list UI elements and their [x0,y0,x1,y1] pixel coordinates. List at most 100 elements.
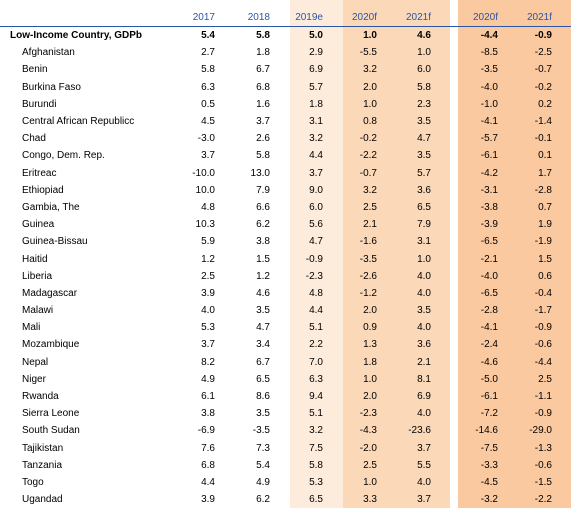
value-cell: 4.6 [220,285,290,302]
value-cell: -4.0 [458,268,520,285]
value-cell: 3.5 [396,113,450,130]
value-cell: 6.0 [290,199,343,216]
value-cell: 2.6 [220,130,290,147]
value-cell: 6.6 [220,199,290,216]
value-cell: 3.9 [170,285,220,302]
value-cell: 7.9 [220,182,290,199]
value-cell: 2.1 [396,354,450,371]
value-cell: 5.6 [290,216,343,233]
row-label: Madagascar [0,285,170,302]
value-cell: 4.4 [170,474,220,491]
value-cell: -5.5 [343,44,396,61]
value-cell: 0.2 [520,96,571,113]
row-label: Tanzania [0,457,170,474]
value-cell: -1.6 [343,233,396,250]
value-cell: 3.7 [290,165,343,182]
value-cell: 3.1 [290,113,343,130]
value-cell: 5.5 [396,457,450,474]
value-cell: 5.8 [220,27,290,45]
value-cell: -1.5 [520,474,571,491]
row-label: Tajikistan [0,440,170,457]
value-cell: -5.0 [458,371,520,388]
value-cell: -6.1 [458,388,520,405]
value-cell: -14.6 [458,422,520,439]
value-cell: 10.0 [170,182,220,199]
value-cell: 4.7 [220,319,290,336]
value-cell: -2.3 [290,268,343,285]
gap-cell [450,440,458,457]
value-cell: 3.2 [343,61,396,78]
value-cell: 1.0 [343,96,396,113]
value-cell: -0.7 [343,165,396,182]
value-cell: 7.0 [290,354,343,371]
gap-cell [450,388,458,405]
value-cell: 3.1 [396,233,450,250]
value-cell: 4.8 [290,285,343,302]
value-cell: -2.8 [458,302,520,319]
value-cell: 3.5 [220,405,290,422]
value-cell: -8.5 [458,44,520,61]
value-cell: 2.9 [290,44,343,61]
value-cell: 1.9 [520,216,571,233]
gap-cell [450,268,458,285]
value-cell: -3.1 [458,182,520,199]
value-cell: 2.3 [396,96,450,113]
value-cell: 2.0 [343,388,396,405]
gap-cell [450,354,458,371]
gap-cell [450,79,458,96]
value-cell: -2.5 [520,44,571,61]
value-cell: 6.5 [220,371,290,388]
value-cell: -1.7 [520,302,571,319]
row-label: Guinea-Bissau [0,233,170,250]
value-cell: 7.9 [396,216,450,233]
value-cell: 7.5 [290,440,343,457]
value-cell: -3.5 [343,250,396,267]
value-cell: 3.8 [170,405,220,422]
value-cell: 8.2 [170,354,220,371]
row-label: Chad [0,130,170,147]
value-cell: 0.1 [520,147,571,164]
gap-cell [450,182,458,199]
value-cell: 5.3 [170,319,220,336]
value-cell: 5.7 [290,79,343,96]
value-cell: 4.4 [290,147,343,164]
value-cell: 5.1 [290,405,343,422]
value-cell: 6.7 [220,354,290,371]
value-cell: 3.8 [220,233,290,250]
gap-cell [450,474,458,491]
value-cell: -29.0 [520,422,571,439]
value-cell: 5.1 [290,319,343,336]
value-cell: -5.7 [458,130,520,147]
value-cell: -0.9 [520,405,571,422]
value-cell: 5.0 [290,27,343,45]
gap-cell [450,457,458,474]
value-cell: 5.8 [290,457,343,474]
value-cell: 5.8 [170,61,220,78]
value-cell: 4.0 [396,285,450,302]
value-cell: 3.6 [396,182,450,199]
row-label: Afghanistan [0,44,170,61]
value-cell: 0.7 [520,199,571,216]
row-label: Congo, Dem. Rep. [0,147,170,164]
row-label: Burundi [0,96,170,113]
value-cell: -23.6 [396,422,450,439]
value-cell: 1.0 [343,27,396,45]
column-header: 2021f [396,0,450,27]
value-cell: 8.6 [220,388,290,405]
value-cell: -4.1 [458,113,520,130]
value-cell: 9.0 [290,182,343,199]
row-label: Mali [0,319,170,336]
value-cell: -6.1 [458,147,520,164]
